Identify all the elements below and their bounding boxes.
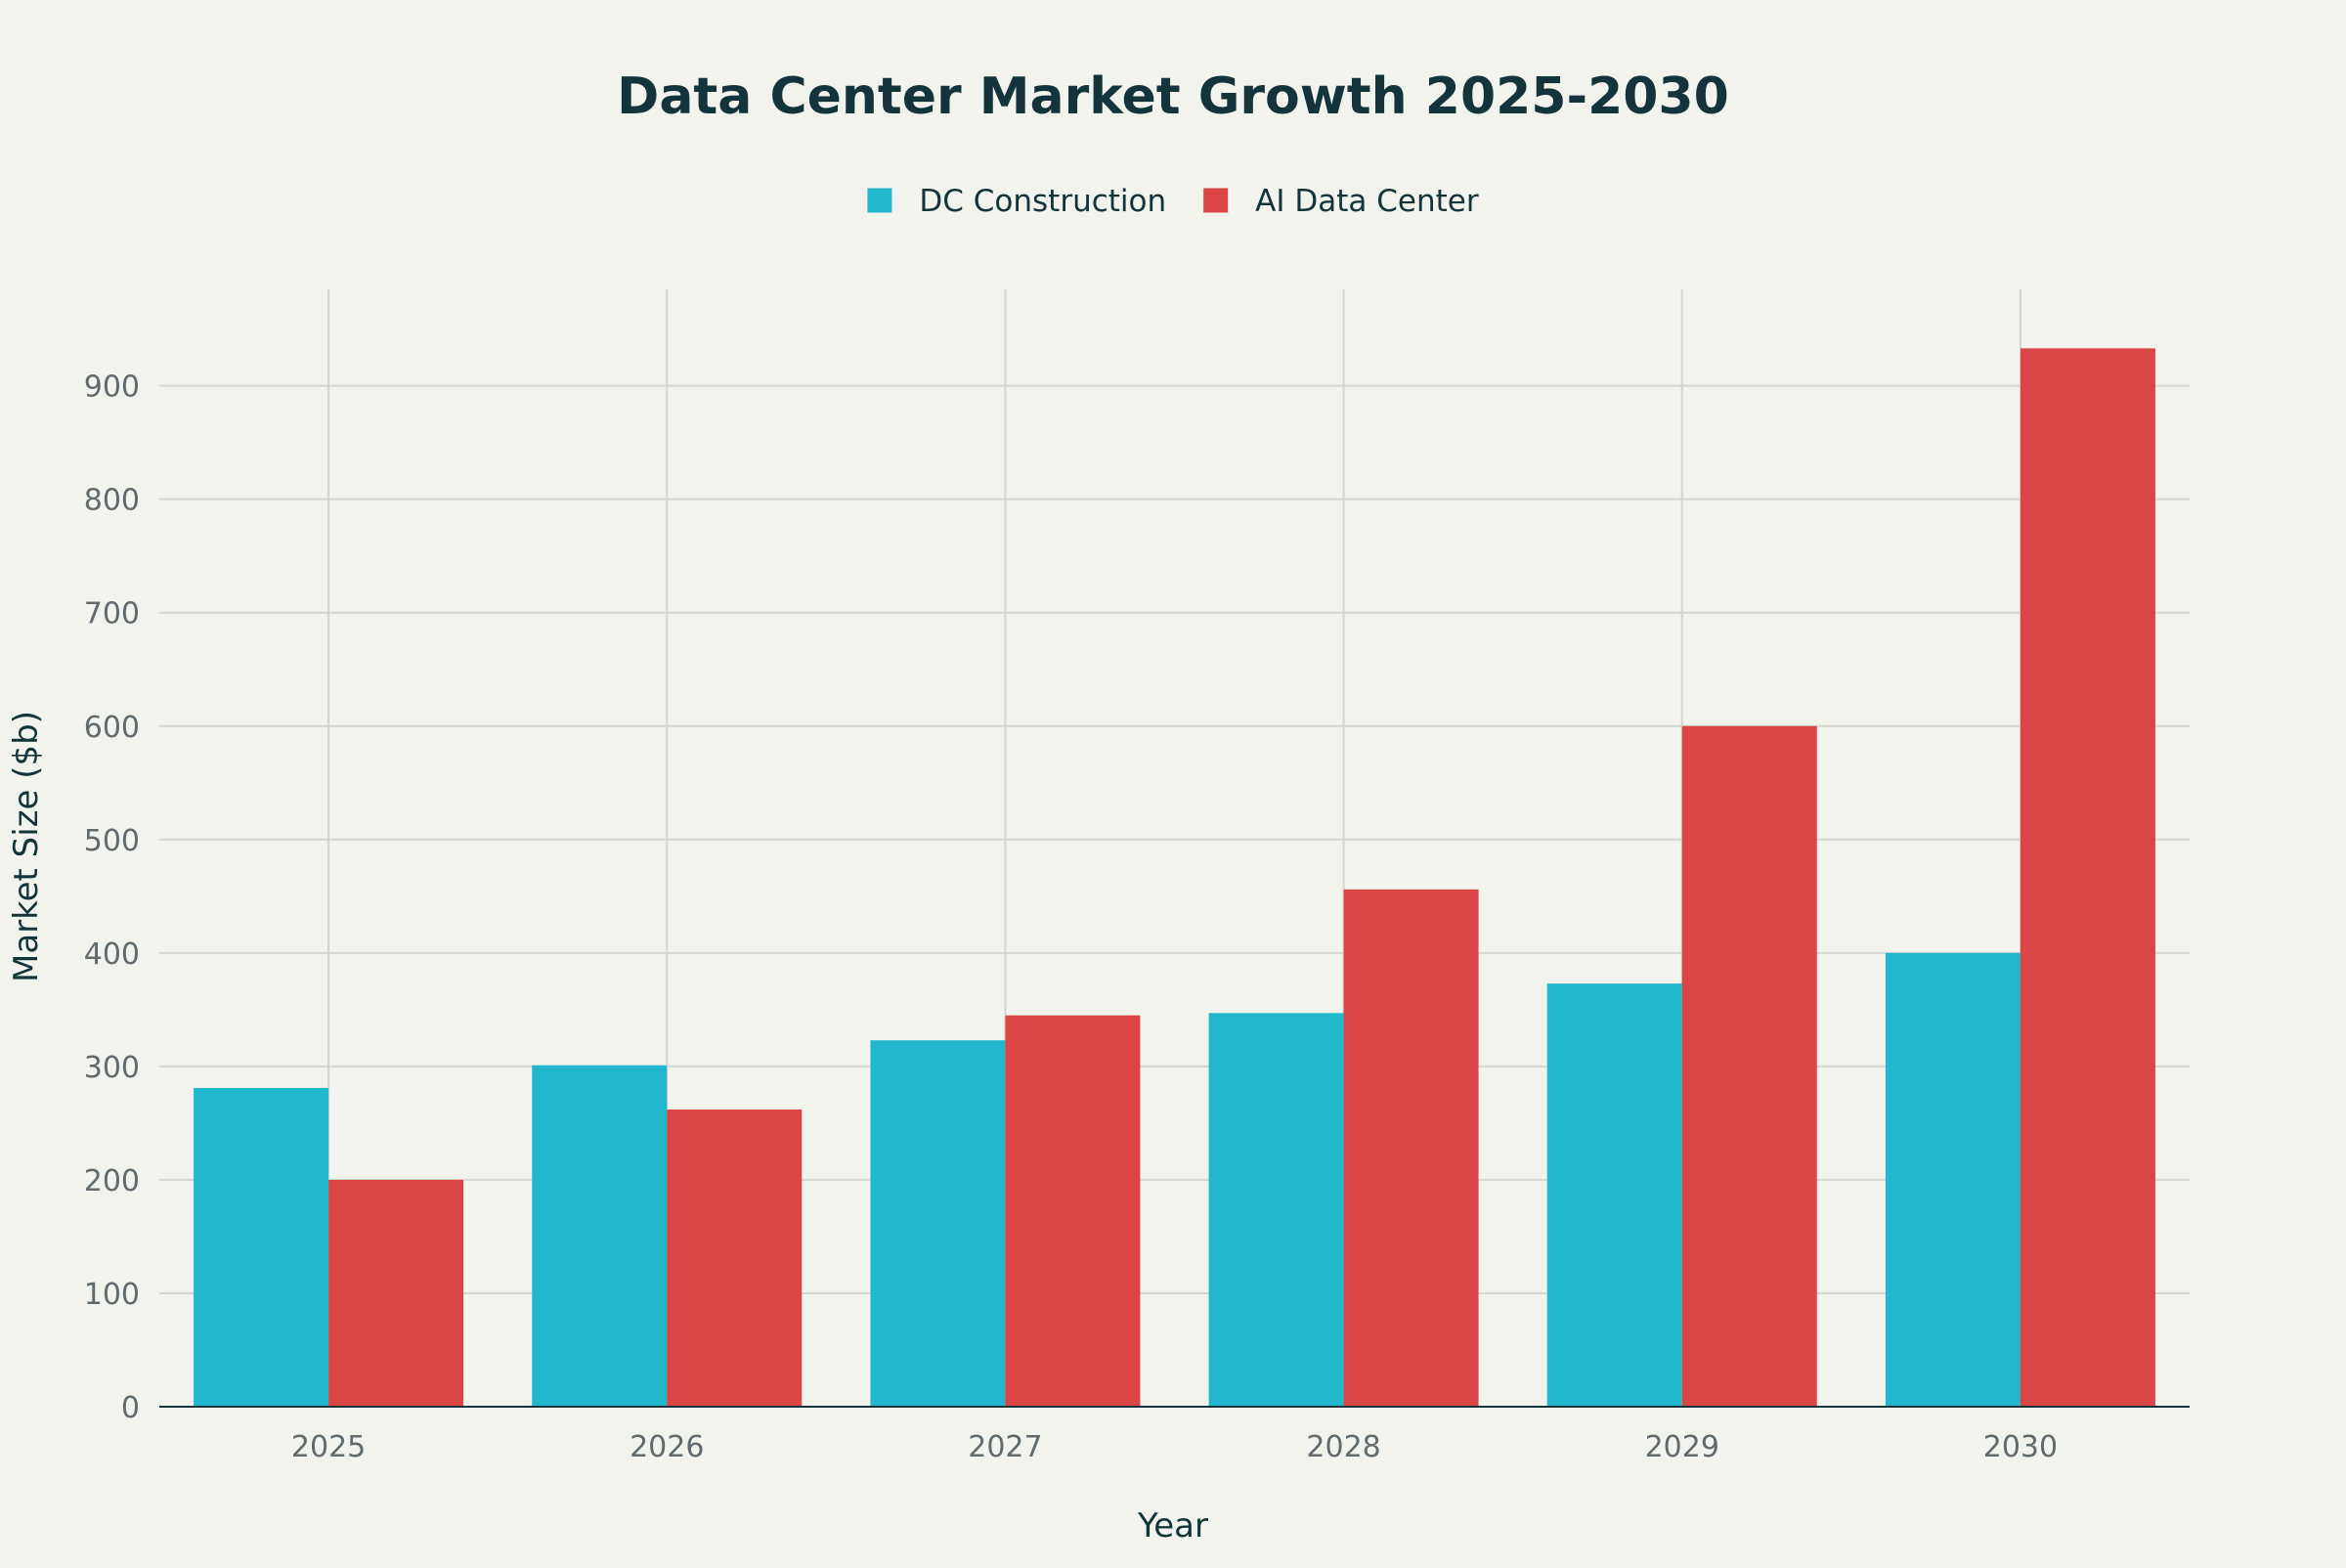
y-tick-label: 900 [84, 370, 140, 405]
x-tick-labels: 2025 2026 2027 2028 2029 2030 [291, 1430, 2058, 1464]
x-tick-label: 2026 [630, 1430, 704, 1464]
y-tick-label: 400 [84, 937, 140, 972]
bar-dc-construction-2025 [194, 1087, 329, 1407]
chart-title: Data Center Market Growth 2025-2030 [617, 67, 1729, 126]
y-tick-label: 200 [84, 1164, 140, 1198]
bar-ai-data-center-2028 [1343, 889, 1479, 1407]
legend-item-dc-construction[interactable]: DC Construction [867, 184, 1166, 219]
legend-label: DC Construction [919, 184, 1166, 219]
x-tick-label: 2027 [968, 1430, 1042, 1464]
bar-dc-construction-2026 [532, 1065, 668, 1407]
y-tick-label: 100 [84, 1278, 140, 1312]
bar-ai-data-center-2029 [1681, 725, 1817, 1407]
legend-label: AI Data Center [1255, 184, 1479, 219]
y-tick-labels: 0 100 200 300 400 500 600 700 800 900 [84, 370, 140, 1425]
legend-item-ai-data-center[interactable]: AI Data Center [1203, 184, 1479, 219]
x-tick-label: 2030 [1983, 1430, 2058, 1464]
x-tick-label: 2025 [291, 1430, 366, 1464]
y-tick-label: 300 [84, 1051, 140, 1085]
y-tick-label: 800 [84, 484, 140, 518]
bar-dc-construction-2028 [1208, 1013, 1344, 1407]
y-tick-label: 700 [84, 597, 140, 632]
bar-ai-data-center-2026 [667, 1109, 803, 1407]
y-tick-label: 600 [84, 711, 140, 745]
bar-dc-construction-2027 [870, 1040, 1006, 1407]
x-tick-label: 2029 [1645, 1430, 1719, 1464]
bar-dc-construction-2029 [1546, 983, 1682, 1407]
x-tick-label: 2028 [1306, 1430, 1380, 1464]
y-axis-title: Market Size ($b) [7, 711, 46, 982]
bar-dc-construction-2030 [1885, 952, 2020, 1407]
legend-swatch [867, 188, 892, 213]
bar-ai-data-center-2027 [1005, 1015, 1141, 1407]
legend-swatch [1203, 188, 1229, 213]
y-tick-label: 500 [84, 824, 140, 858]
y-gridlines [159, 384, 2190, 1294]
x-axis-title: Year [1137, 1506, 1208, 1546]
bar-ai-data-center-2025 [328, 1179, 464, 1407]
y-tick-label: 0 [121, 1391, 140, 1425]
bar-ai-data-center-2030 [2020, 348, 2155, 1408]
bars [194, 348, 2155, 1408]
legend: DC Construction AI Data Center [867, 184, 1479, 219]
